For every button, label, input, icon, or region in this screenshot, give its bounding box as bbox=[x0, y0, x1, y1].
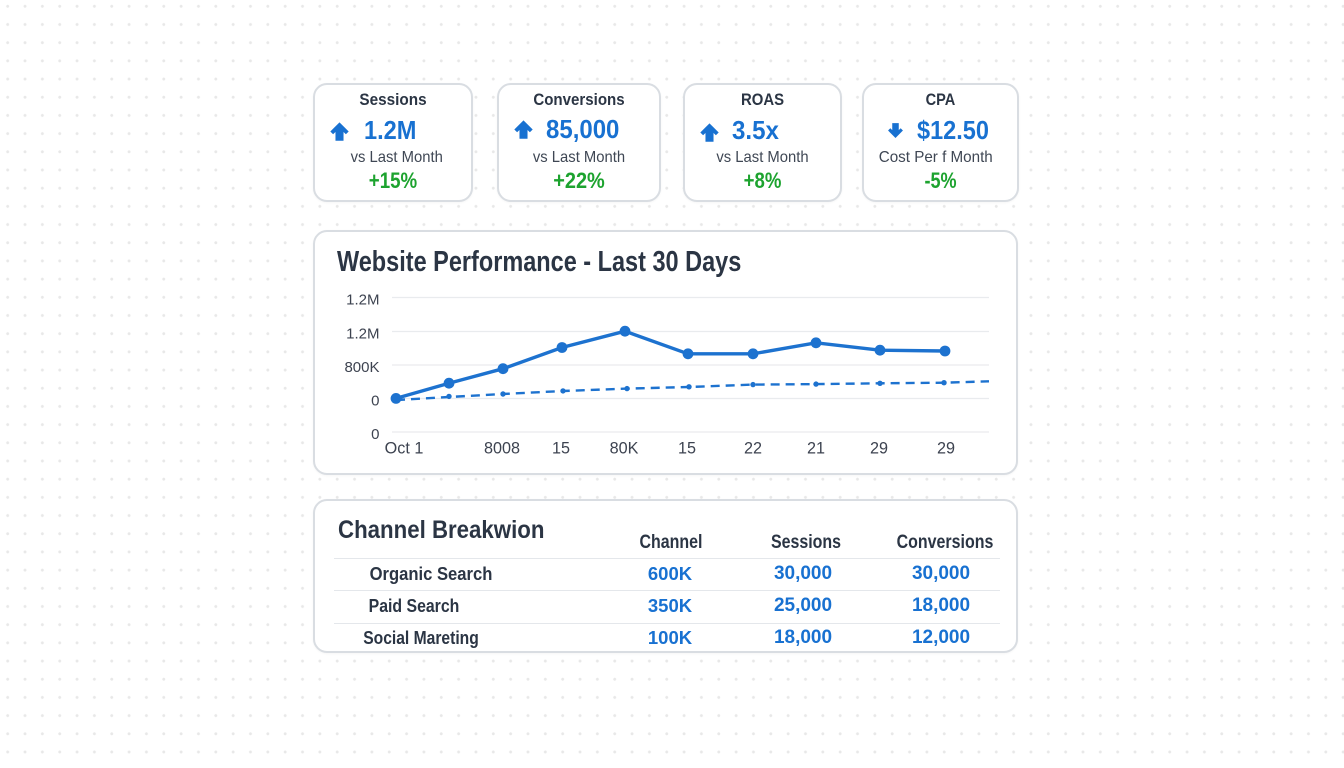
svg-text:29: 29 bbox=[870, 440, 888, 458]
svg-text:22: 22 bbox=[744, 440, 762, 458]
svg-text:Oct 1: Oct 1 bbox=[385, 440, 424, 458]
svg-text:80K: 80K bbox=[610, 440, 639, 458]
svg-text:29: 29 bbox=[937, 440, 955, 458]
svg-text:1.2M: 1.2M bbox=[346, 326, 379, 343]
svg-text:0: 0 bbox=[371, 426, 379, 443]
svg-text:1.2M: 1.2M bbox=[346, 292, 379, 309]
svg-text:800K: 800K bbox=[344, 359, 379, 376]
svg-text:8008: 8008 bbox=[484, 440, 520, 458]
svg-text:21: 21 bbox=[807, 440, 825, 458]
svg-text:0: 0 bbox=[371, 393, 379, 410]
svg-text:15: 15 bbox=[678, 440, 696, 458]
svg-text:15: 15 bbox=[552, 440, 570, 458]
